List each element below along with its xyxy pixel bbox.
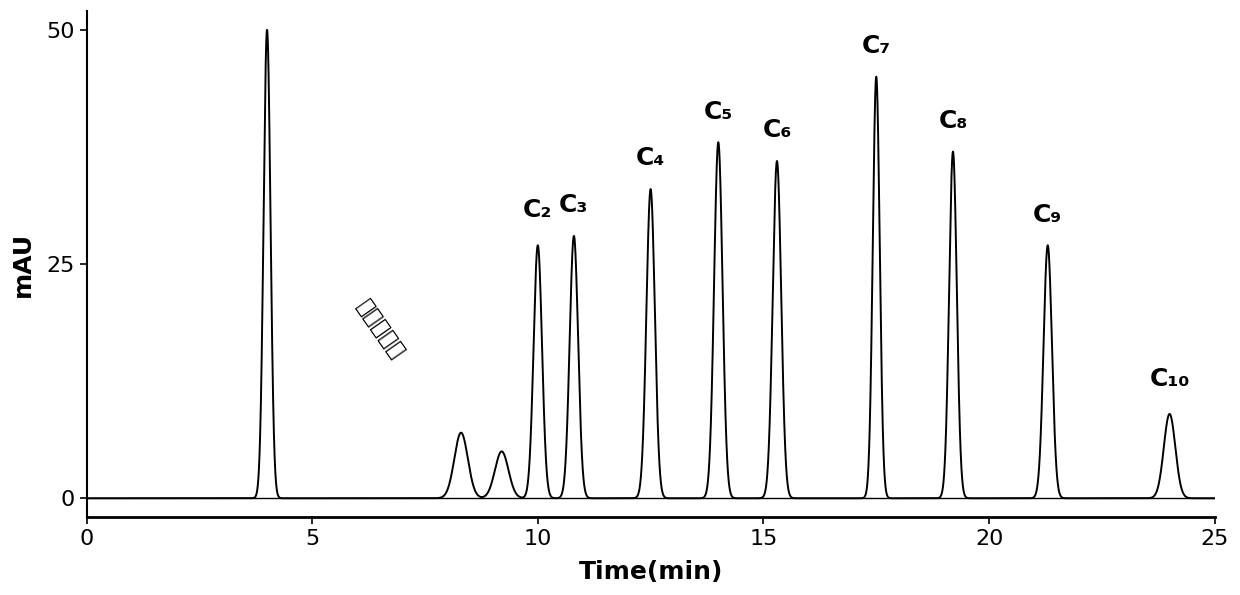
- Text: C₅: C₅: [703, 99, 733, 124]
- Y-axis label: mAU: mAU: [11, 231, 35, 296]
- X-axis label: Time(min): Time(min): [578, 560, 723, 584]
- Text: C₃: C₃: [559, 193, 589, 217]
- Text: C₉: C₉: [1033, 202, 1063, 227]
- Text: 衍生化试剂: 衍生化试剂: [352, 296, 407, 363]
- Text: C₂: C₂: [523, 198, 553, 222]
- Text: C₁₀: C₁₀: [1149, 367, 1189, 390]
- Text: C₄: C₄: [636, 146, 665, 170]
- Text: C₆: C₆: [763, 118, 791, 142]
- Text: C₇: C₇: [862, 34, 890, 58]
- Text: C₈: C₈: [939, 109, 967, 133]
